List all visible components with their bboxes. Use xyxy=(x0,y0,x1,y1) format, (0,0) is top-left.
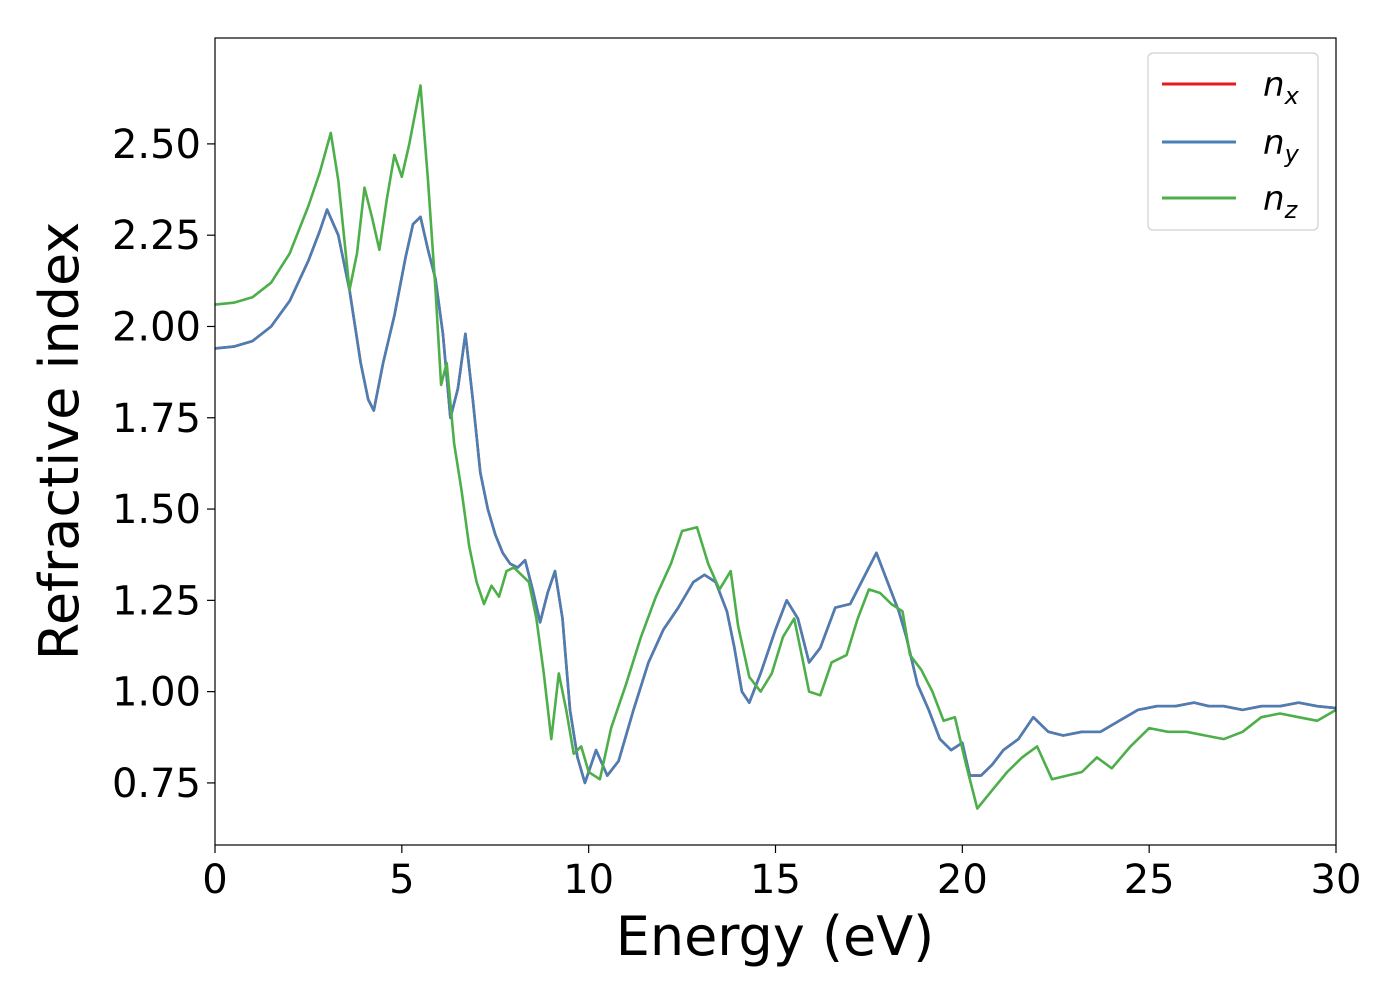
y-axis-label: Refractive index xyxy=(28,222,91,661)
y-tick-label: 1.75 xyxy=(112,396,201,442)
x-axis-label: Energy (eV) xyxy=(616,905,935,968)
y-tick-label: 1.00 xyxy=(112,670,201,716)
x-tick-label: 15 xyxy=(750,857,801,903)
series-line-ny xyxy=(214,208,1337,785)
x-tick-label: 10 xyxy=(563,857,614,903)
x-axis: 0 5 10 15 20 25 30 xyxy=(202,845,1361,903)
x-tick-label: 25 xyxy=(1124,857,1175,903)
legend-label-nz: nz xyxy=(1263,179,1299,224)
x-tick-label: 30 xyxy=(1311,857,1362,903)
y-tick-label: 2.50 xyxy=(112,122,201,168)
series-line-nz xyxy=(214,84,1337,810)
x-tick-label: 20 xyxy=(937,857,988,903)
y-tick-label: 1.50 xyxy=(112,487,201,533)
plot-frame xyxy=(214,37,1337,846)
y-tick-label: 2.00 xyxy=(112,304,201,350)
x-tick-label: 0 xyxy=(202,857,227,903)
x-tick-label: 5 xyxy=(389,857,414,903)
y-tick-label: 1.25 xyxy=(112,578,201,624)
y-tick-label: 0.75 xyxy=(112,761,201,807)
legend: nx ny nz xyxy=(1147,52,1319,231)
series-group xyxy=(214,84,1337,810)
y-axis: 0.75 1.00 1.25 1.50 1.75 2.00 2.25 2.50 xyxy=(112,122,215,807)
legend-label-nx: nx xyxy=(1263,65,1300,110)
y-tick-label: 2.25 xyxy=(112,213,201,259)
legend-label-ny: ny xyxy=(1263,123,1300,168)
